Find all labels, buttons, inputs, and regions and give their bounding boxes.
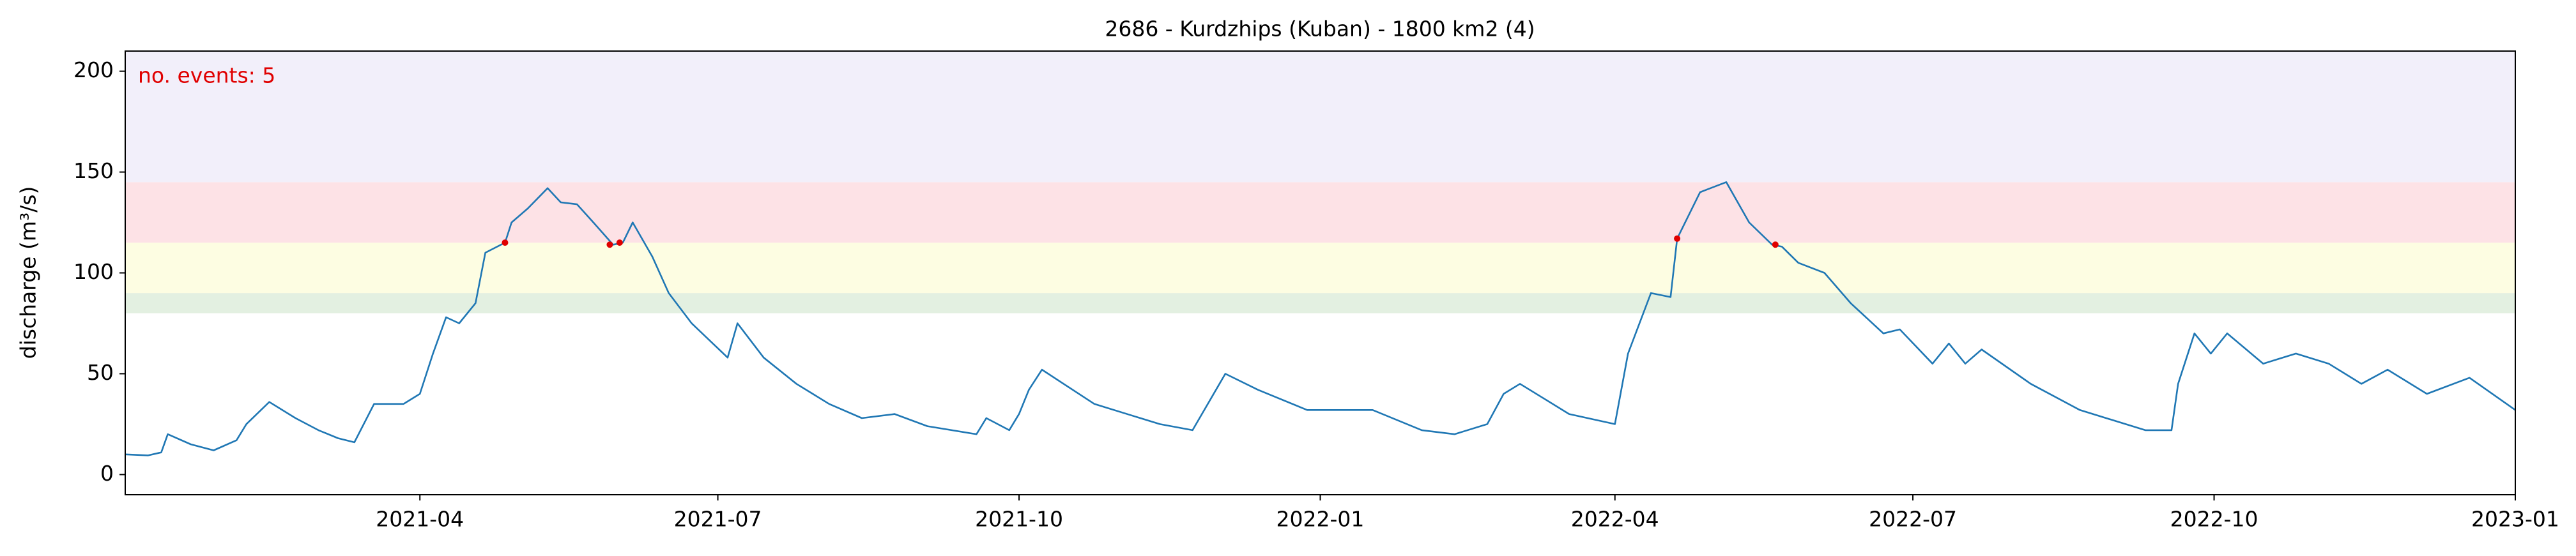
threshold-band bbox=[125, 243, 2515, 294]
x-tick-label: 2023-01 bbox=[2471, 507, 2559, 532]
threshold-band bbox=[125, 51, 2515, 183]
x-tick-label: 2022-01 bbox=[1276, 507, 1365, 532]
x-tick-label: 2022-07 bbox=[1869, 507, 1957, 532]
event-point bbox=[1772, 241, 1779, 248]
x-tick-label: 2022-04 bbox=[1571, 507, 1659, 532]
threshold-band bbox=[125, 182, 2515, 243]
y-tick-label: 200 bbox=[73, 57, 114, 82]
y-tick-label: 150 bbox=[73, 158, 114, 183]
x-tick-label: 2021-04 bbox=[376, 507, 464, 532]
event-point bbox=[606, 241, 613, 248]
y-tick-label: 0 bbox=[100, 461, 114, 486]
plot-frame bbox=[125, 50, 2516, 495]
event-point bbox=[1674, 235, 1681, 242]
y-axis-label: discharge (m³/s) bbox=[16, 186, 41, 359]
y-tick-label: 50 bbox=[87, 360, 114, 385]
discharge-line bbox=[125, 181, 2516, 456]
event-point bbox=[616, 239, 623, 246]
chart-title: 2686 - Kurdzhips (Kuban) - 1800 km2 (4) bbox=[1105, 17, 1535, 41]
event-point bbox=[502, 239, 509, 246]
threshold-band bbox=[125, 293, 2515, 313]
event-count: no. events: 5 bbox=[138, 63, 275, 88]
y-tick-label: 100 bbox=[73, 259, 114, 284]
x-tick-label: 2021-10 bbox=[975, 507, 1063, 532]
x-tick-label: 2021-07 bbox=[674, 507, 762, 532]
x-tick-label: 2022-10 bbox=[2170, 507, 2258, 532]
